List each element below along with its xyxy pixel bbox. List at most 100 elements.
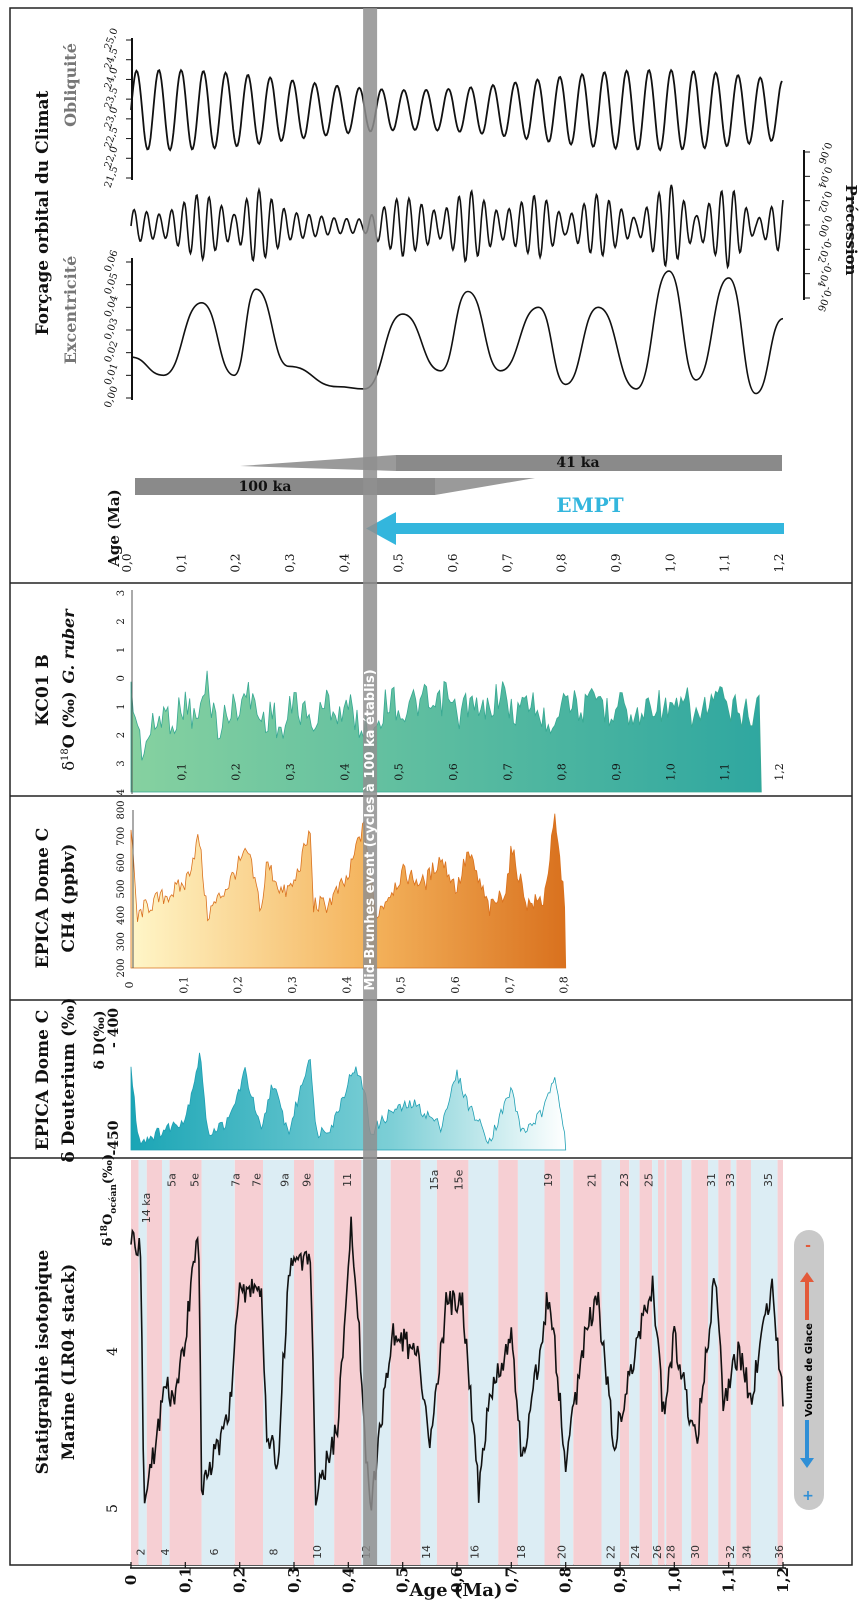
bottom-tick-label: 0,2 [231,1567,249,1593]
kc01b-x-tick-label: 0,6 [447,763,460,781]
lr04-stage-band [718,1160,731,1565]
kc01b-y-tick-label: 4 [116,789,127,795]
lr04-odd-stage-label: 15e [452,1169,465,1190]
lr04-odd-stage-label: 33 [724,1173,737,1187]
bottom-tick-label: 1,1 [720,1567,738,1593]
lr04-stage-band [652,1160,659,1565]
kc01b-x-tick-label: 0,7 [501,763,514,781]
kc01b-y-tick-label: 2 [116,618,127,624]
kc01b-y-ticks: 3 2 1 0 1 2 3 4 [116,590,127,795]
bottom-axis-ticks: 0 0,1 0,2 0,3 0,4 0,5 0,6 0,7 0,8 0,9 1,0 1,1 1,2 [122,1562,792,1593]
lr04-even-stage-label: 10 [311,1545,324,1559]
ch4-y-tick-label: 600 [116,853,127,872]
lr04-stage-band [517,1160,545,1565]
lr04-even-stage-label: 22 [605,1545,618,1559]
lr04-odd-stage-label: 25 [643,1173,656,1187]
kc01b-x-tick-label: 0,8 [556,763,569,781]
bottom-tick-label: 1,2 [774,1567,792,1593]
obliquity-label: Obliquité [61,43,80,127]
lr04-y-ticks: 54 [105,1347,121,1513]
ch4-y-tick-label: 700 [116,827,127,846]
lr04-stage-band [750,1160,778,1565]
empt-arrow [366,512,784,545]
deut-title-line1: EPICA Dome C [33,1010,53,1151]
ch4-y-tick-label: 800 [116,800,127,819]
precession-label: Précession [842,185,860,276]
deut-title-line2: δ Deuterium (‰) [59,997,79,1162]
lr04-even-stage-label: 18 [515,1545,528,1559]
transition-tick-label: 0,5 [392,553,406,572]
kc01b-y-tick-label: 3 [116,760,127,766]
transition-tick-label: 0,2 [229,553,243,572]
bar-100ka [135,478,435,495]
ch4-x-tick-label: 0,6 [449,976,462,994]
deut-title: EPICA Dome C δ Deuterium (‰) [33,997,79,1162]
ch4-y-tick-label: 500 [116,879,127,898]
ch4-x-tick-label: 0,3 [286,976,299,994]
lr04-stage-band [169,1160,202,1565]
lr04-even-stage-label: 14 [420,1545,433,1559]
ch4-y-tick-label: 200 [116,958,127,977]
kc01b-x-tick-label: 1,2 [773,763,786,781]
lr04-stage-band [162,1160,170,1565]
lr04-stage-band [201,1160,235,1565]
lr04-stage-band [560,1160,574,1565]
kc01b-x-tick-label: 0,5 [393,763,406,781]
precession-tick-label: -0,02 [815,236,834,264]
precession-ticks: -0,06-0,04-0,020,000,020,040,06 [804,141,834,313]
lr04-even-stage-label: 4 [159,1549,172,1556]
lr04-odd-stage-label: 35 [762,1173,775,1187]
lr04-odd-stage-label: 7e [250,1173,263,1187]
transition-tick-label: 0,7 [500,553,514,572]
mid-brunhes-band [363,8,378,1565]
lr04-even-stage-label: 30 [689,1545,702,1559]
precession-tick-label: 0,00 [815,214,833,239]
label-100ka: 100 ka [239,479,292,495]
lr04-odd-stage-label: 11 [341,1173,354,1187]
lr04-stage-band [436,1160,469,1565]
eccentricity-tick-label: 0,00 [103,385,121,410]
lr04-stage-band [777,1160,783,1565]
lr04-title-line1: Statigraphie isotopique [33,1249,53,1474]
bottom-tick-label: 1,0 [665,1567,683,1593]
eccentricity-tick-label: 0,02 [103,340,121,365]
bottom-tick-label: 0,3 [285,1567,303,1593]
lr04-even-stage-label: 34 [740,1545,753,1559]
lr04-odd-stage-label: 5e [188,1173,201,1187]
lr04-stage-band [294,1160,315,1565]
lr04-odd-stage-label: 7a [230,1173,243,1187]
bar-41ka [396,455,782,471]
ch4-x-tick-label: 0,8 [558,976,571,994]
ch4-x-tick-label: 0,4 [340,976,353,994]
eccentricity-ticks: 0,000,010,020,030,040,050,06 [103,249,132,410]
bottom-tick-label: 0,7 [502,1567,520,1593]
kc01b-x-tick-label: 0,1 [175,763,188,781]
lr04-stage-band [131,1160,139,1565]
lr04-stage-band [420,1160,437,1565]
bottom-tick-label: 0 [122,1575,140,1585]
bar-100ka-taper [435,478,535,495]
ice-volume-label: Volume de Glace [804,1323,815,1417]
bottom-tick-label: 0,9 [611,1567,629,1593]
lr04-odd-stage-label: 5a [166,1173,179,1187]
lr04-even-stage-label: 2 [135,1549,148,1556]
lr04-even-stage-label: 24 [629,1545,642,1559]
precession-tick-label: 0,06 [815,141,833,166]
lr04-stage-band [573,1160,602,1565]
ch4-title-line1: EPICA Dome C [33,828,53,969]
deut-axis-unit: δ D(‰) [92,1011,108,1070]
lr04-stage-band [691,1160,708,1565]
lr04-odd-stage-label: 9a [279,1173,292,1187]
lr04-stage-band [390,1160,421,1565]
kc01b-x-tick-label: 1,0 [664,763,677,781]
lr04-y-tick-label: 5 [105,1504,121,1513]
lr04-even-stage-label: 28 [664,1545,677,1559]
lr04-stage-band [620,1160,630,1565]
precession-tick-label: 0,04 [815,165,833,190]
kc01b-area [130,670,762,793]
kc01b-y-tick-label: 1 [116,704,127,710]
lr04-even-stage-label: 26 [651,1545,664,1559]
deut-tick-400: - 400 [106,1008,122,1048]
transition-tick-label: 0,9 [609,553,623,572]
empt-label: EMPT [556,493,623,517]
